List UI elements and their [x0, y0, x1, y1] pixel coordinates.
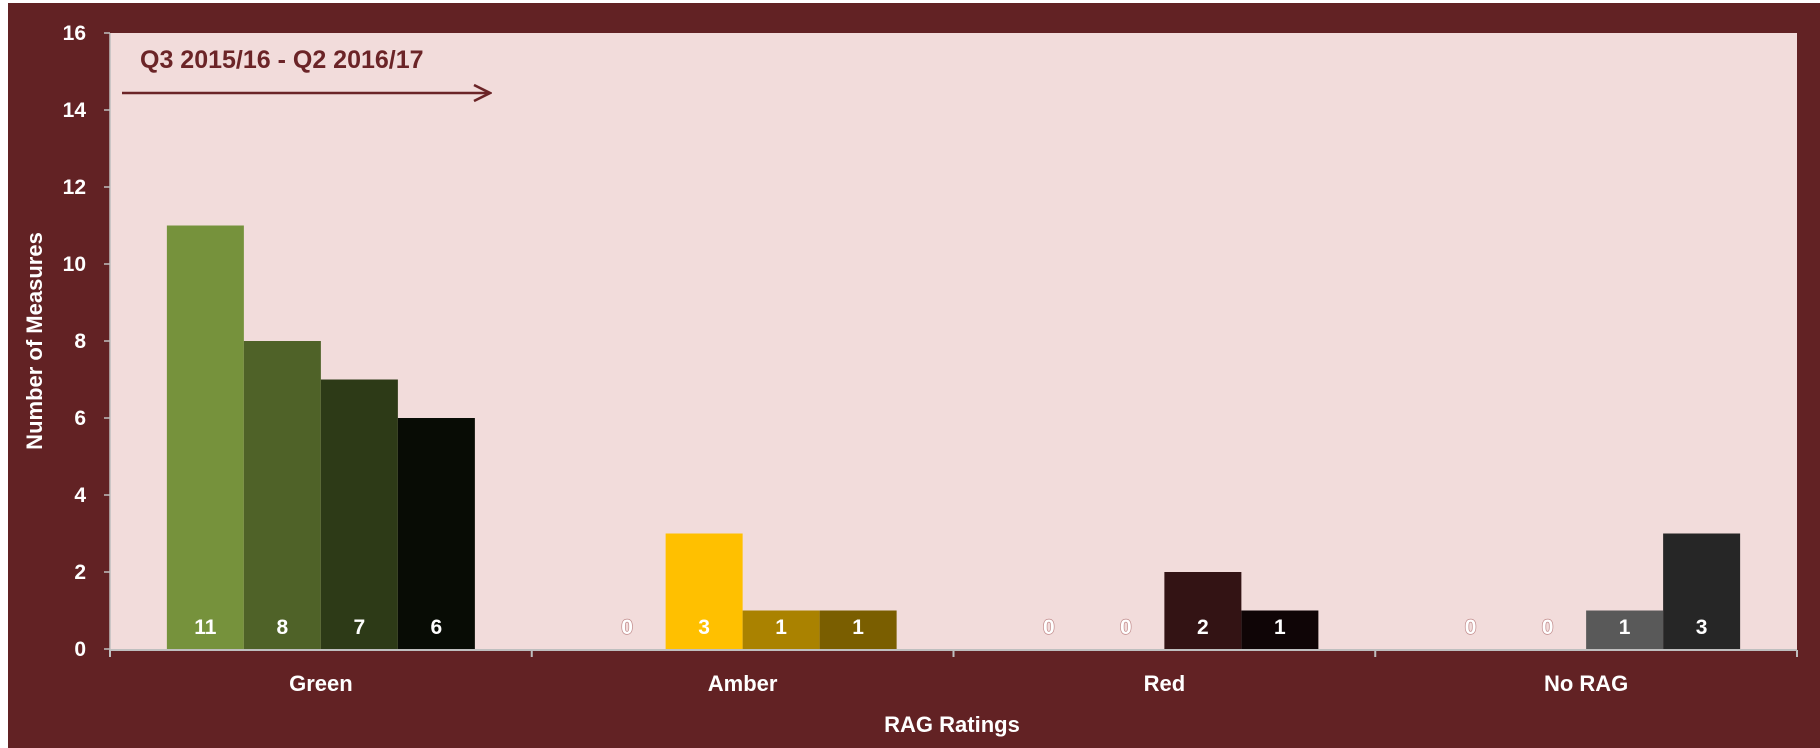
y-axis-title: Number of Measures [22, 232, 47, 450]
y-tick-label: 10 [63, 253, 86, 276]
x-category-label: Green [289, 671, 353, 696]
bars-layer: 11 8 7 6 0 3 1 1 0 0 2 1 0 0 1 3 [166, 225, 1741, 649]
data-label-no-rag-4: 3 [1696, 616, 1708, 639]
y-tick-label: 2 [74, 561, 86, 584]
data-label-amber-2: 3 [698, 616, 710, 639]
y-tick-label: 6 [74, 407, 86, 430]
data-label-green-1: 11 [194, 616, 217, 639]
data-label-red-1: 0 [1043, 616, 1055, 639]
data-label-red-3: 2 [1197, 616, 1209, 639]
y-tick-label: 0 [74, 638, 86, 661]
bar-red-4 [1241, 610, 1319, 649]
period-annotation: Q3 2015/16 - Q2 2016/17 [140, 46, 424, 74]
data-label-green-4: 6 [431, 616, 443, 639]
x-category-label: Amber [708, 671, 778, 696]
y-tick-label: 14 [63, 99, 87, 122]
bar-green-1 [166, 225, 244, 649]
bar-amber-4 [819, 610, 897, 649]
bar-no-rag-4 [1663, 533, 1741, 649]
data-label-green-2: 8 [277, 616, 289, 639]
bar-amber-2 [665, 533, 743, 649]
data-label-red-4: 1 [1274, 616, 1286, 639]
bar-no-rag-3 [1586, 610, 1664, 649]
y-tick-label: 4 [74, 484, 86, 507]
data-label-amber-4: 1 [852, 616, 864, 639]
data-label-amber-1: 0 [621, 616, 633, 639]
data-label-no-rag-3: 1 [1619, 616, 1631, 639]
x-category-label: No RAG [1544, 671, 1628, 696]
data-label-no-rag-2: 0 [1542, 616, 1554, 639]
y-tick-label: 16 [63, 22, 86, 45]
data-label-green-3: 7 [354, 616, 366, 639]
y-tick-label: 8 [74, 330, 86, 353]
bar-green-4 [397, 418, 475, 649]
x-category-label: Red [1144, 671, 1186, 696]
x-axis-title: RAG Ratings [884, 712, 1020, 737]
y-tick-label: 12 [63, 176, 86, 199]
bar-red-3 [1164, 572, 1242, 649]
bar-green-2 [243, 341, 321, 649]
bar-amber-3 [742, 610, 820, 649]
data-label-red-2: 0 [1120, 616, 1132, 639]
data-label-no-rag-1: 0 [1465, 616, 1477, 639]
bar-green-3 [320, 379, 398, 649]
data-label-amber-3: 1 [775, 616, 787, 639]
